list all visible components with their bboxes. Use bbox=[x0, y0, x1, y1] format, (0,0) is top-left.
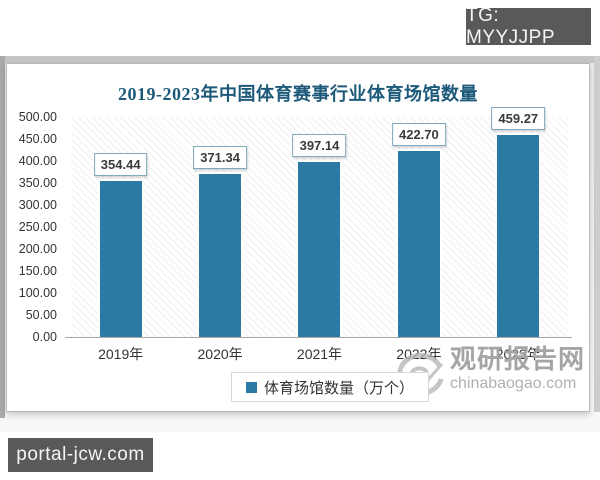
bar bbox=[99, 181, 142, 337]
y-tick-label: 350.00 bbox=[18, 176, 57, 190]
y-tick-label: 200.00 bbox=[18, 242, 57, 256]
brand-name: 观研报告网 bbox=[449, 344, 585, 374]
y-tick-label: 250.00 bbox=[18, 220, 57, 234]
brand-watermark: 观研报告网 chinabaogao.com bbox=[396, 344, 585, 402]
backdrop-left-edge bbox=[0, 56, 5, 418]
bar-group: 422.70 bbox=[369, 117, 468, 337]
x-axis-label: 2019年 bbox=[98, 346, 144, 362]
y-tick-label: 400.00 bbox=[18, 154, 57, 168]
legend-marker-icon bbox=[245, 381, 257, 393]
portal-watermark-badge: portal-jcw.com bbox=[8, 438, 153, 472]
bar-group: 459.27 bbox=[469, 106, 568, 337]
y-tick-label: 0.00 bbox=[32, 330, 57, 344]
bar bbox=[397, 151, 440, 337]
y-axis: 500.00 450.00 400.00 350.00 300.00 250.00 200.… bbox=[7, 108, 57, 348]
value-label: 354.44 bbox=[93, 153, 148, 177]
tg-watermark-badge: TG: MYYJJPP bbox=[466, 5, 591, 48]
backdrop-top-edge bbox=[0, 56, 600, 63]
y-tick-label: 300.00 bbox=[18, 198, 57, 212]
y-tick-label: 500.00 bbox=[18, 110, 57, 124]
bar bbox=[298, 162, 341, 337]
legend: 体育场馆数量（万个） bbox=[231, 372, 429, 402]
legend-label: 体育场馆数量（万个） bbox=[263, 379, 414, 397]
value-label: 459.27 bbox=[491, 106, 546, 130]
y-tick-label: 50.00 bbox=[25, 308, 57, 322]
bar-group: 354.44 bbox=[71, 117, 170, 337]
backdrop-right-edge bbox=[594, 56, 600, 412]
bar bbox=[199, 173, 242, 337]
y-tick-label: 450.00 bbox=[18, 132, 57, 146]
x-axis-label: 2020年 bbox=[197, 346, 243, 362]
value-label: 397.14 bbox=[292, 134, 347, 158]
x-axis-line bbox=[65, 337, 572, 338]
bars-layer: 354.44 371.34 397.14 422.70 459.27 bbox=[71, 106, 568, 337]
y-tick-label: 150.00 bbox=[18, 264, 57, 278]
bar-group: 371.34 bbox=[170, 117, 269, 337]
chart-card: 2019-2023年中国体育赛事行业体育场馆数量 500.00 450.00 400… bbox=[6, 63, 590, 412]
value-label: 422.70 bbox=[391, 123, 446, 147]
bar-group: 397.14 bbox=[270, 117, 369, 337]
bar bbox=[497, 134, 540, 337]
x-axis-label: 2023年 bbox=[495, 346, 541, 362]
x-axis-label: 2021年 bbox=[296, 346, 343, 362]
brand-url: chinabaogao.com bbox=[449, 375, 577, 392]
chart-title: 2019-2023年中国体育赛事行业体育场馆数量 bbox=[118, 84, 478, 104]
value-label: 371.34 bbox=[193, 145, 247, 169]
y-tick-label: 100.00 bbox=[18, 286, 57, 300]
x-axis-labels: 2019年 2020年 2021年 2022年 2023年 bbox=[71, 345, 568, 363]
